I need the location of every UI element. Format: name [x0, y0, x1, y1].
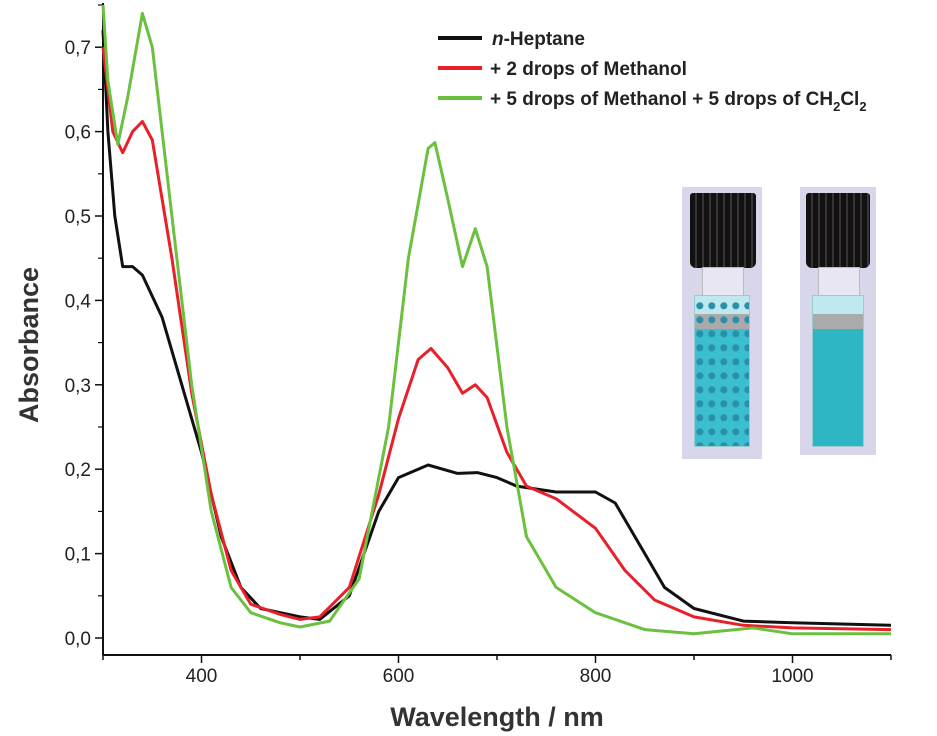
vial-cap [806, 193, 870, 268]
x-tick-label: 400 [186, 666, 218, 687]
x-axis-label: Wavelength / nm [390, 702, 604, 732]
axes: 400 600 800 1000 0,0 0,1 0,2 0,3 0,4 0,5 0,6 0,7 [65, 3, 892, 687]
legend: n-Heptane + 2 drops of Methanol + 5 drop… [438, 29, 867, 114]
series-line-2 [101, 4, 891, 636]
vial-liquid-aggregated [694, 295, 750, 447]
y-tick-label: 0,6 [65, 123, 91, 144]
series-line-1 [101, 47, 892, 632]
y-tick-label: 0,7 [65, 38, 91, 59]
legend-label-heptane: n-Heptane [492, 29, 585, 50]
x-tick-label: 1000 [771, 666, 813, 687]
y-tick-label: 0,2 [65, 460, 91, 481]
x-tick-label: 800 [580, 666, 612, 687]
y-tick-label: 0,1 [65, 545, 91, 566]
vial-liquid-clear [812, 295, 864, 447]
y-tick-label: 0,3 [65, 376, 91, 397]
x-tick-label: 600 [383, 666, 415, 687]
vial-cap [690, 193, 756, 268]
y-tick-label: 0,0 [65, 629, 91, 650]
series-lines [101, 4, 892, 636]
series-line-0 [101, 30, 892, 627]
legend-label-methanol-ch2cl2: + 5 drops of Methanol + 5 drops of CH2Cl… [490, 89, 867, 114]
y-axis-label: Absorbance [14, 267, 44, 423]
legend-label-methanol: + 2 drops of Methanol [490, 59, 687, 80]
y-tick-label: 0,4 [65, 291, 92, 312]
vial-photo-heptane [682, 187, 762, 459]
y-tick-label: 0,5 [65, 207, 91, 228]
vial-photo-ch2cl2 [800, 187, 876, 455]
